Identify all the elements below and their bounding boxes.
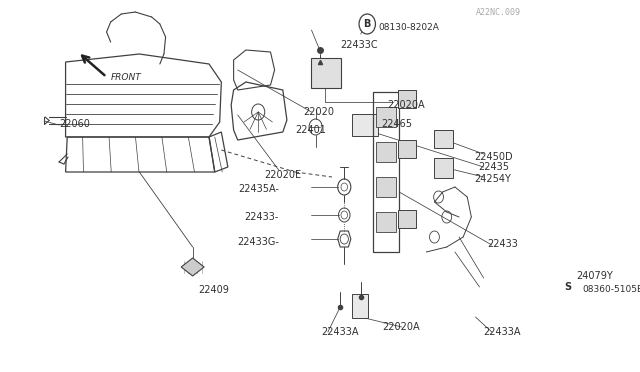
Text: 22020A: 22020A [382, 322, 420, 332]
FancyBboxPatch shape [434, 130, 453, 148]
Text: 22020A: 22020A [387, 100, 424, 110]
FancyBboxPatch shape [398, 140, 417, 158]
Text: 22401: 22401 [295, 125, 326, 135]
FancyBboxPatch shape [376, 142, 396, 162]
Text: S: S [564, 282, 572, 292]
Text: A22NC.009: A22NC.009 [476, 7, 520, 16]
FancyBboxPatch shape [398, 90, 417, 108]
Text: 22435A-: 22435A- [238, 184, 278, 194]
FancyBboxPatch shape [351, 294, 368, 318]
Circle shape [359, 14, 376, 34]
FancyBboxPatch shape [376, 107, 396, 127]
Text: 22450D: 22450D [474, 152, 513, 162]
Text: 22433A: 22433A [484, 327, 521, 337]
Text: 22435: 22435 [479, 162, 509, 172]
FancyBboxPatch shape [398, 210, 417, 228]
Text: 22409: 22409 [198, 285, 229, 295]
Text: 22020E: 22020E [264, 170, 301, 180]
Polygon shape [181, 258, 204, 276]
Circle shape [558, 275, 578, 299]
Text: 22433G-: 22433G- [237, 237, 278, 247]
FancyBboxPatch shape [376, 212, 396, 232]
FancyBboxPatch shape [351, 114, 378, 136]
Text: 24079Y: 24079Y [576, 271, 613, 281]
Text: FRONT: FRONT [111, 73, 141, 82]
Text: B: B [364, 19, 371, 29]
FancyBboxPatch shape [310, 58, 341, 88]
Text: 22020: 22020 [303, 107, 334, 117]
Text: 24254Y: 24254Y [474, 174, 511, 184]
Text: 22433: 22433 [487, 239, 518, 249]
Text: 22433C: 22433C [340, 40, 378, 50]
Text: 22060: 22060 [59, 119, 90, 129]
Text: 22465: 22465 [381, 119, 412, 129]
Text: 08360-5105B: 08360-5105B [582, 285, 640, 294]
Text: 22433A: 22433A [321, 327, 359, 337]
FancyBboxPatch shape [434, 158, 453, 178]
FancyBboxPatch shape [376, 177, 396, 197]
Text: 22433-: 22433- [244, 212, 278, 222]
Text: 08130-8202A: 08130-8202A [378, 22, 439, 32]
